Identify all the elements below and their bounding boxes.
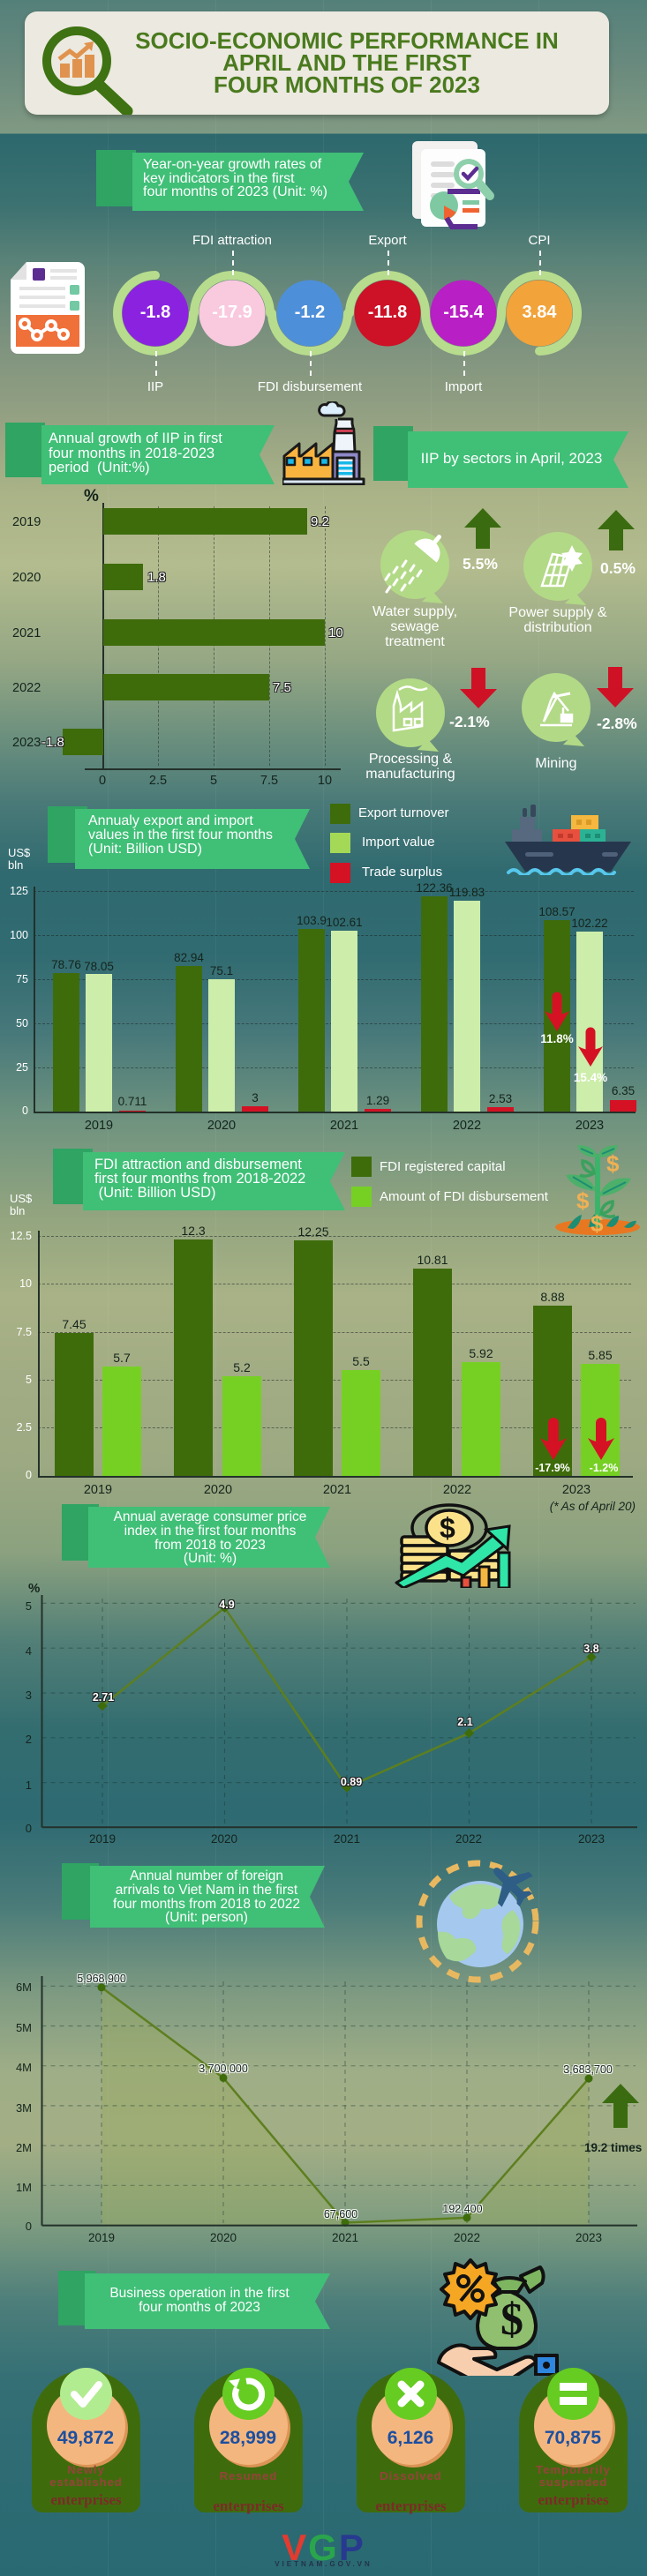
svg-text:$: $	[606, 1150, 620, 1177]
svg-text:$: $	[591, 1210, 604, 1237]
svg-text:$: $	[576, 1187, 590, 1214]
svg-text:$: $	[500, 2295, 523, 2345]
svg-text:$: $	[440, 1512, 455, 1544]
